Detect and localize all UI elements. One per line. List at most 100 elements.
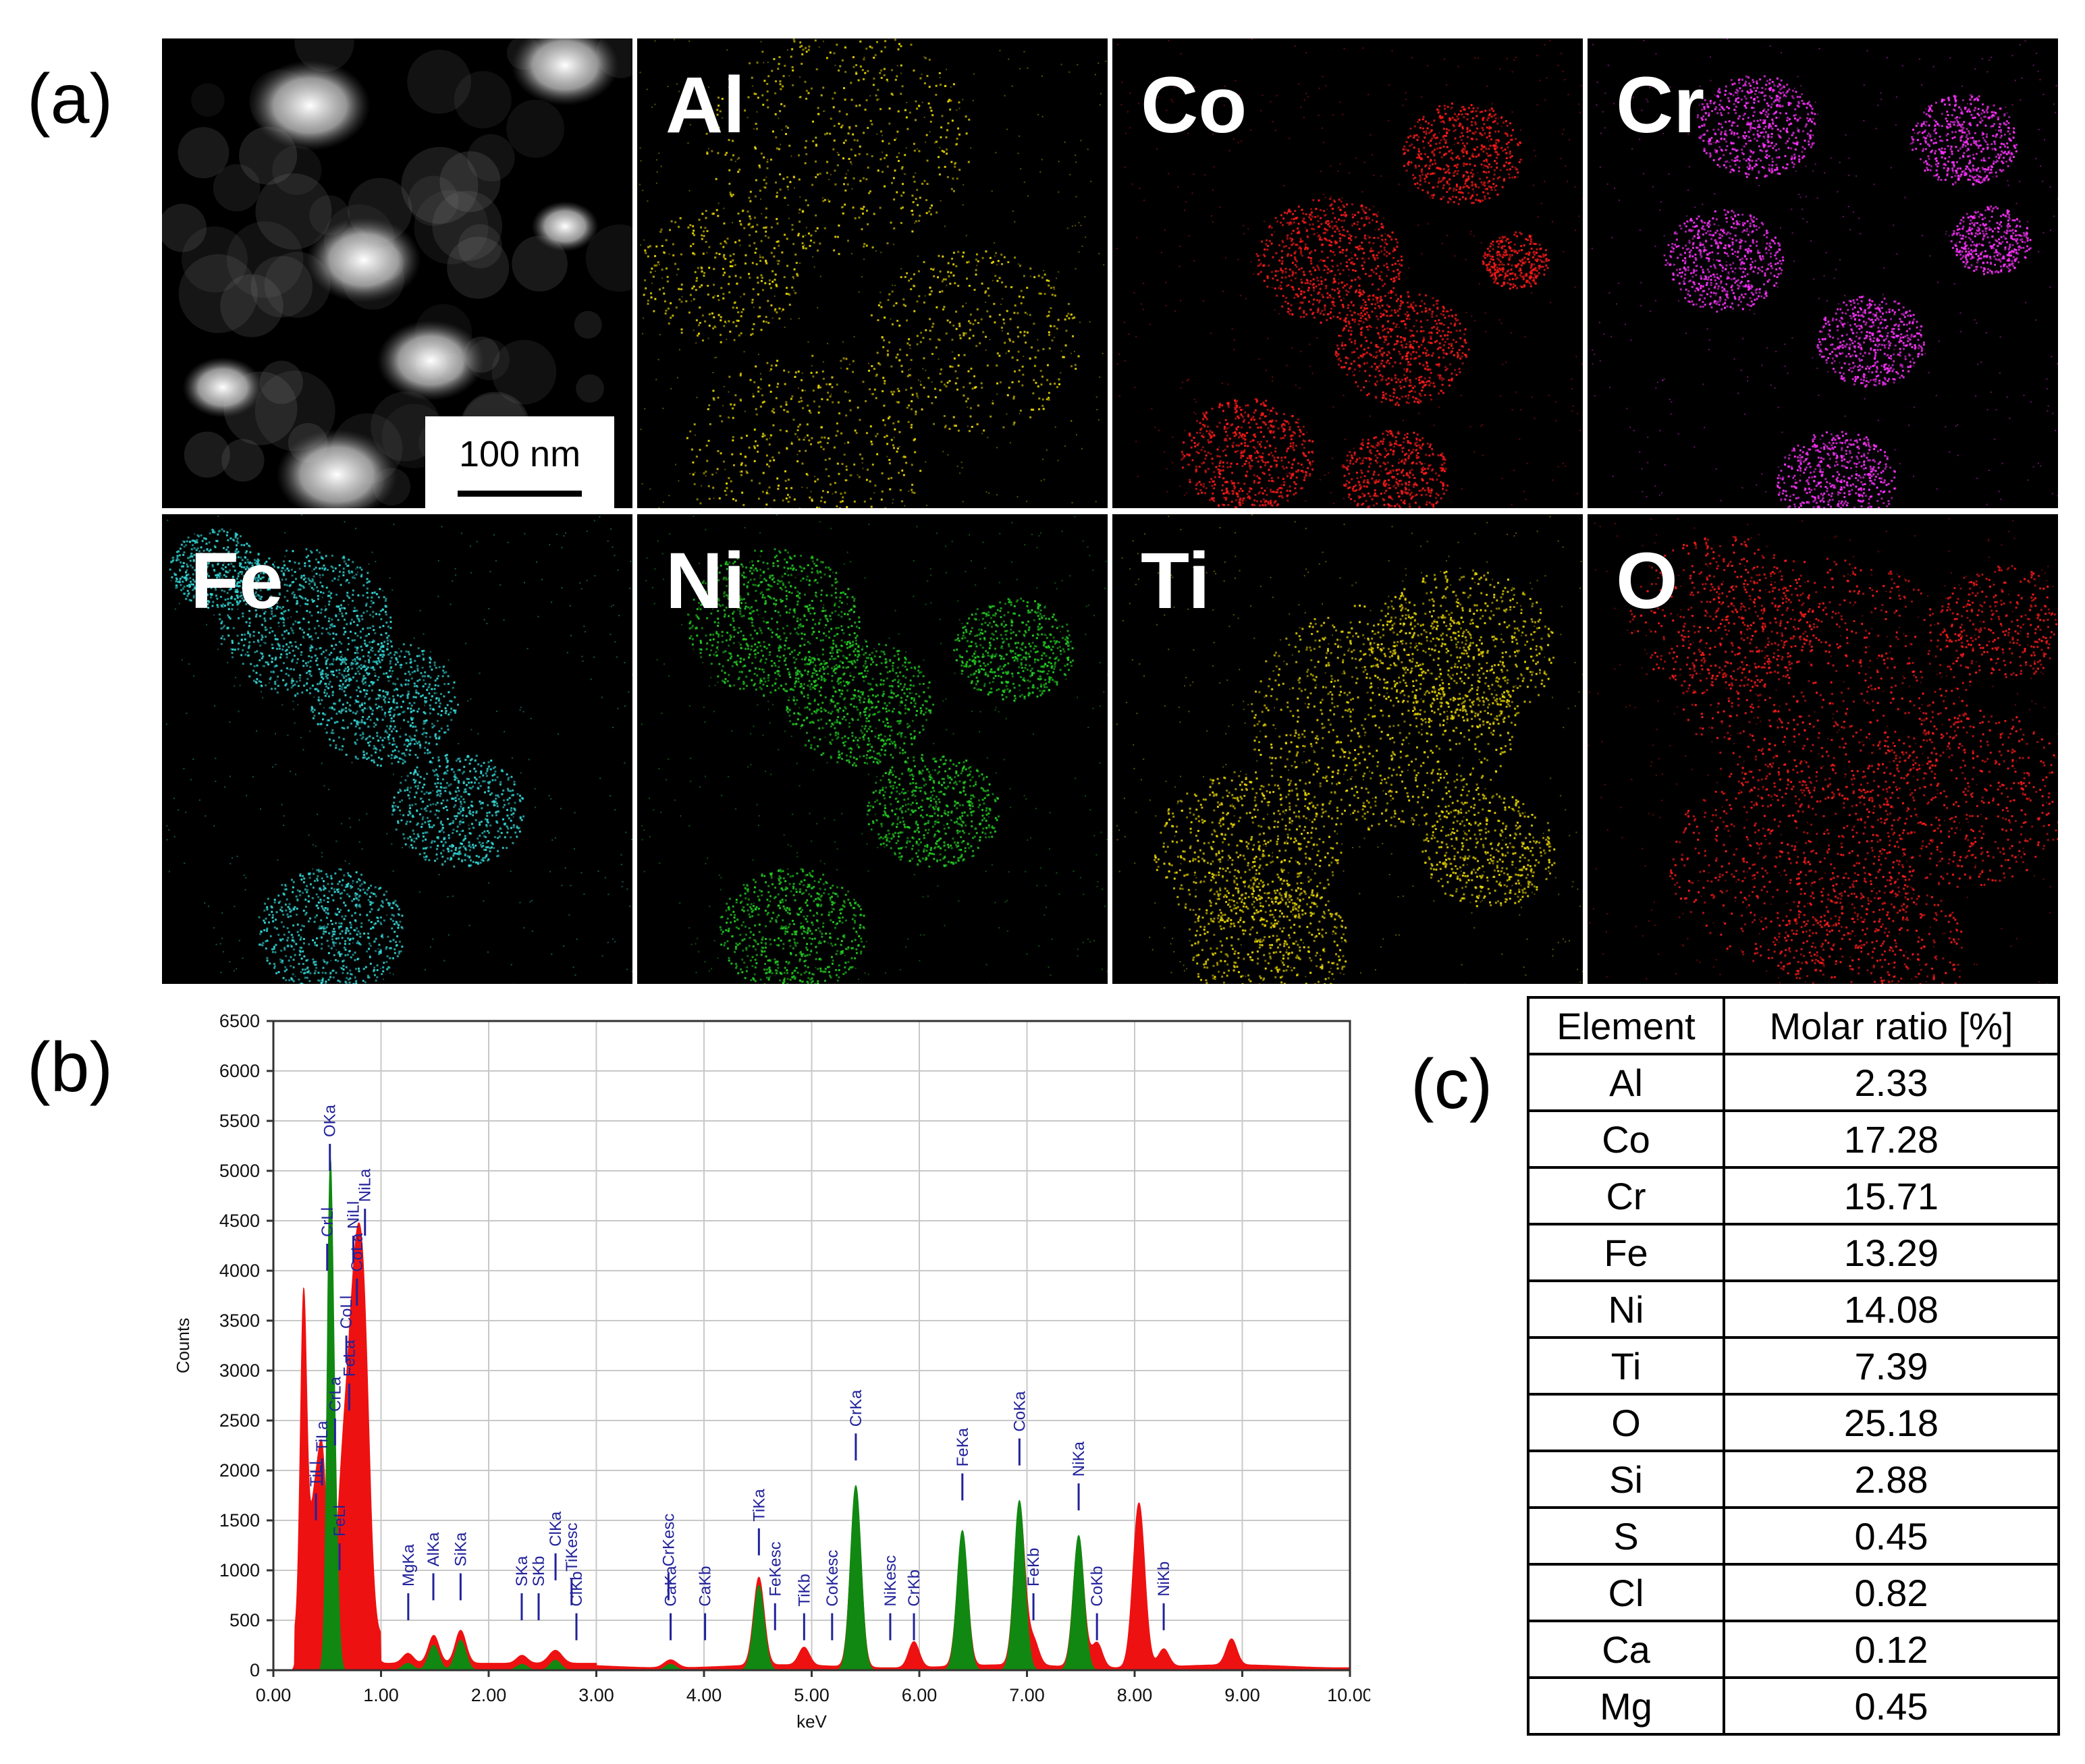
peak-label: NiLl [345,1201,363,1229]
y-tick-label: 6500 [219,1011,260,1031]
peak-annotation: NiKa [1070,1441,1088,1511]
x-tick-label: 6.00 [902,1685,938,1705]
map-o: O [1588,514,2058,984]
y-tick-label: 5500 [219,1111,260,1131]
peak-label: CoLa [348,1233,367,1272]
table-cell-element: Co [1527,1109,1725,1169]
peak-annotation: MgKa [400,1544,418,1620]
x-tick-label: 10.00 [1327,1685,1370,1705]
x-tick-label: 1.00 [363,1685,399,1705]
y-tick-label: 3500 [219,1311,260,1331]
peak-label: MgKa [400,1544,418,1587]
peak-annotation: TiKb [795,1574,813,1641]
map-o-label: O [1616,541,1678,621]
x-axis-label: keV [796,1711,827,1732]
x-tick-label: 4.00 [686,1685,722,1705]
map-al: Al [637,38,1108,508]
peak-label: TiKb [795,1574,813,1606]
y-tick-label: 1500 [219,1510,260,1531]
spectrum-series-fitted [288,1157,1350,1671]
map-al-canvas [639,38,1107,508]
map-fe: Fe [162,514,632,984]
map-ti-canvas [1116,514,1583,984]
haadf-image-canvas [162,38,632,508]
map-ni: Ni [637,514,1108,984]
x-tick-label: 7.00 [1009,1685,1045,1705]
map-ni-label: Ni [666,541,745,621]
peak-label: CrKa [847,1389,865,1427]
eds-spectrum-svg: 0 500 1000 1500 2000 2500 3000 3500 4000 4500 5000… [173,1011,1370,1732]
peak-annotation: FeLa [340,1340,358,1411]
table-cell-molar-ratio: 0.12 [1723,1620,2060,1679]
table-row: Mg 0.45 [1527,1676,2060,1736]
peak-label: FeKb [1025,1548,1043,1587]
peak-annotation: CoLl [337,1296,356,1363]
table-cell-element: O [1527,1393,1725,1452]
panel-label-c: (c) [1411,1049,1492,1120]
table-cell-molar-ratio: 0.82 [1723,1563,2060,1622]
peak-annotation: ClKb [568,1572,586,1641]
y-tick-label: 4500 [219,1211,260,1231]
peak-annotation: TiLl [307,1461,325,1520]
x-tick-label: 3.00 [578,1685,614,1705]
x-tick-label: 2.00 [471,1685,507,1705]
x-tick-label: 5.00 [794,1685,830,1705]
map-co: Co [1112,38,1583,508]
eds-map-grid: 100 nm Al Co Cr Fe Ni Ti O [162,38,2059,985]
peak-label: CoKb [1088,1566,1106,1607]
peak-annotation: TiKesc [563,1522,581,1605]
y-tick-label: 5000 [219,1161,260,1181]
peak-label: CoKa [1010,1391,1029,1432]
peak-label: ClKa [547,1511,565,1547]
peak-label: FeKa [954,1427,972,1466]
peak-annotation: NiKb [1155,1562,1173,1630]
table-row: Ca 0.12 [1527,1620,2060,1679]
map-o-canvas [1588,518,2058,984]
peak-label: AlKa [425,1532,443,1566]
x-tick-label: 0.00 [256,1685,292,1705]
table-cell-element: Ni [1527,1279,1725,1339]
map-cr: Cr [1588,38,2058,508]
table-cell-molar-ratio: 17.28 [1723,1109,2060,1169]
peak-label: TiKa [750,1489,768,1522]
peak-label: NiKb [1155,1562,1173,1597]
peak-label: SKb [530,1556,548,1587]
peak-label: FeLa [340,1340,358,1377]
spectrum-series-background [288,1222,1350,1671]
peak-annotation: FeKb [1025,1548,1043,1620]
table-cell-element: S [1527,1506,1725,1566]
peak-annotation: CrLl [319,1207,337,1271]
peak-annotation: SKa [513,1555,531,1620]
table-header-row: Element Molar ratio [%] [1527,996,2060,1055]
peak-label: FeLl [331,1505,349,1537]
table-row: Si 2.88 [1527,1450,2060,1509]
table-cell-element: Al [1527,1053,1725,1112]
peak-annotation: CrKb [905,1570,923,1641]
peak-annotation: NiLl [345,1201,363,1263]
y-tick-label: 0 [250,1660,260,1680]
peak-label: CoKesc [823,1550,842,1607]
peak-label: CaKb [697,1566,715,1607]
panel-label-b: (b) [27,1032,113,1103]
table-cell-element: Ti [1527,1336,1725,1396]
map-co-canvas [1116,38,1583,508]
peak-label: OKa [321,1104,340,1137]
table-cell-molar-ratio: 25.18 [1723,1393,2060,1452]
table-cell-element: Cr [1527,1166,1725,1225]
table-cell-element: Mg [1527,1676,1725,1736]
peak-label: CrKb [905,1570,923,1607]
scale-bar: 100 nm [425,416,614,508]
peak-annotation: FeKesc [766,1541,784,1630]
map-ni-canvas [641,514,1108,984]
y-axis-label: Counts [173,1318,193,1373]
scale-bar-line [458,491,582,497]
peak-annotation: SiKa [452,1532,470,1601]
y-tick-label: 500 [229,1610,260,1630]
peak-label: TiLl [307,1461,325,1487]
peak-annotation: TiKa [750,1489,768,1555]
y-tick-label: 4000 [219,1261,260,1281]
table-cell-element: Fe [1527,1223,1725,1282]
map-fe-label: Fe [190,541,283,621]
table-row: Ti 7.39 [1527,1336,2060,1396]
peak-annotation: FeLl [331,1505,349,1570]
